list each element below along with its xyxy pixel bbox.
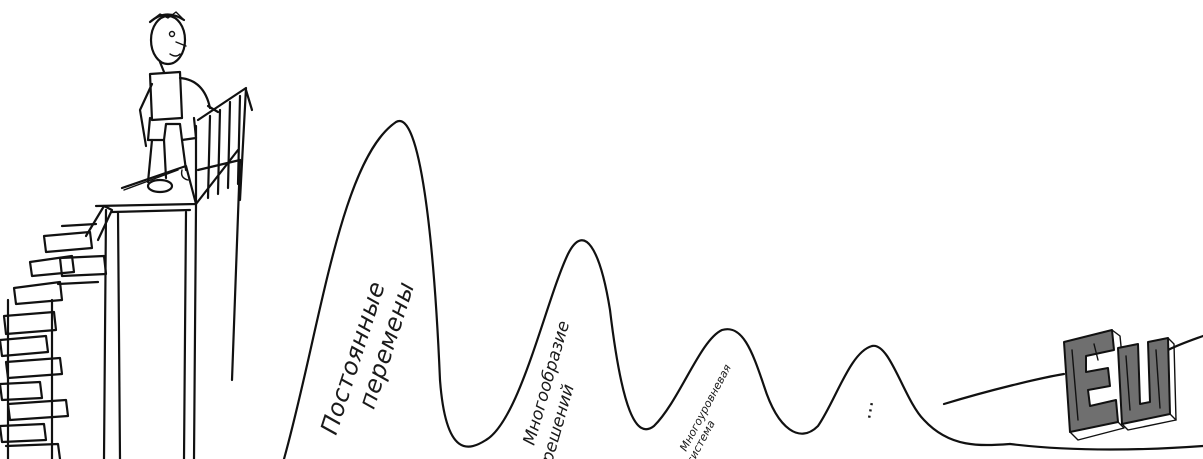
horizon-line (942, 334, 1203, 451)
peak-label-3: Многоуровневая система (677, 362, 734, 459)
peak-label-4: ... (851, 398, 878, 421)
peak-label-2: Многообразие решений (520, 319, 579, 459)
peak-label-4-dots: ... (851, 398, 878, 421)
peaks-curve (282, 119, 1012, 459)
scaffold-platform (94, 148, 240, 459)
brick-column (0, 204, 114, 459)
railing (194, 86, 254, 382)
peak-label-1: Постоянные перемены (315, 278, 420, 438)
person-figure (138, 11, 220, 194)
eu-logo: EU (1063, 329, 1177, 441)
